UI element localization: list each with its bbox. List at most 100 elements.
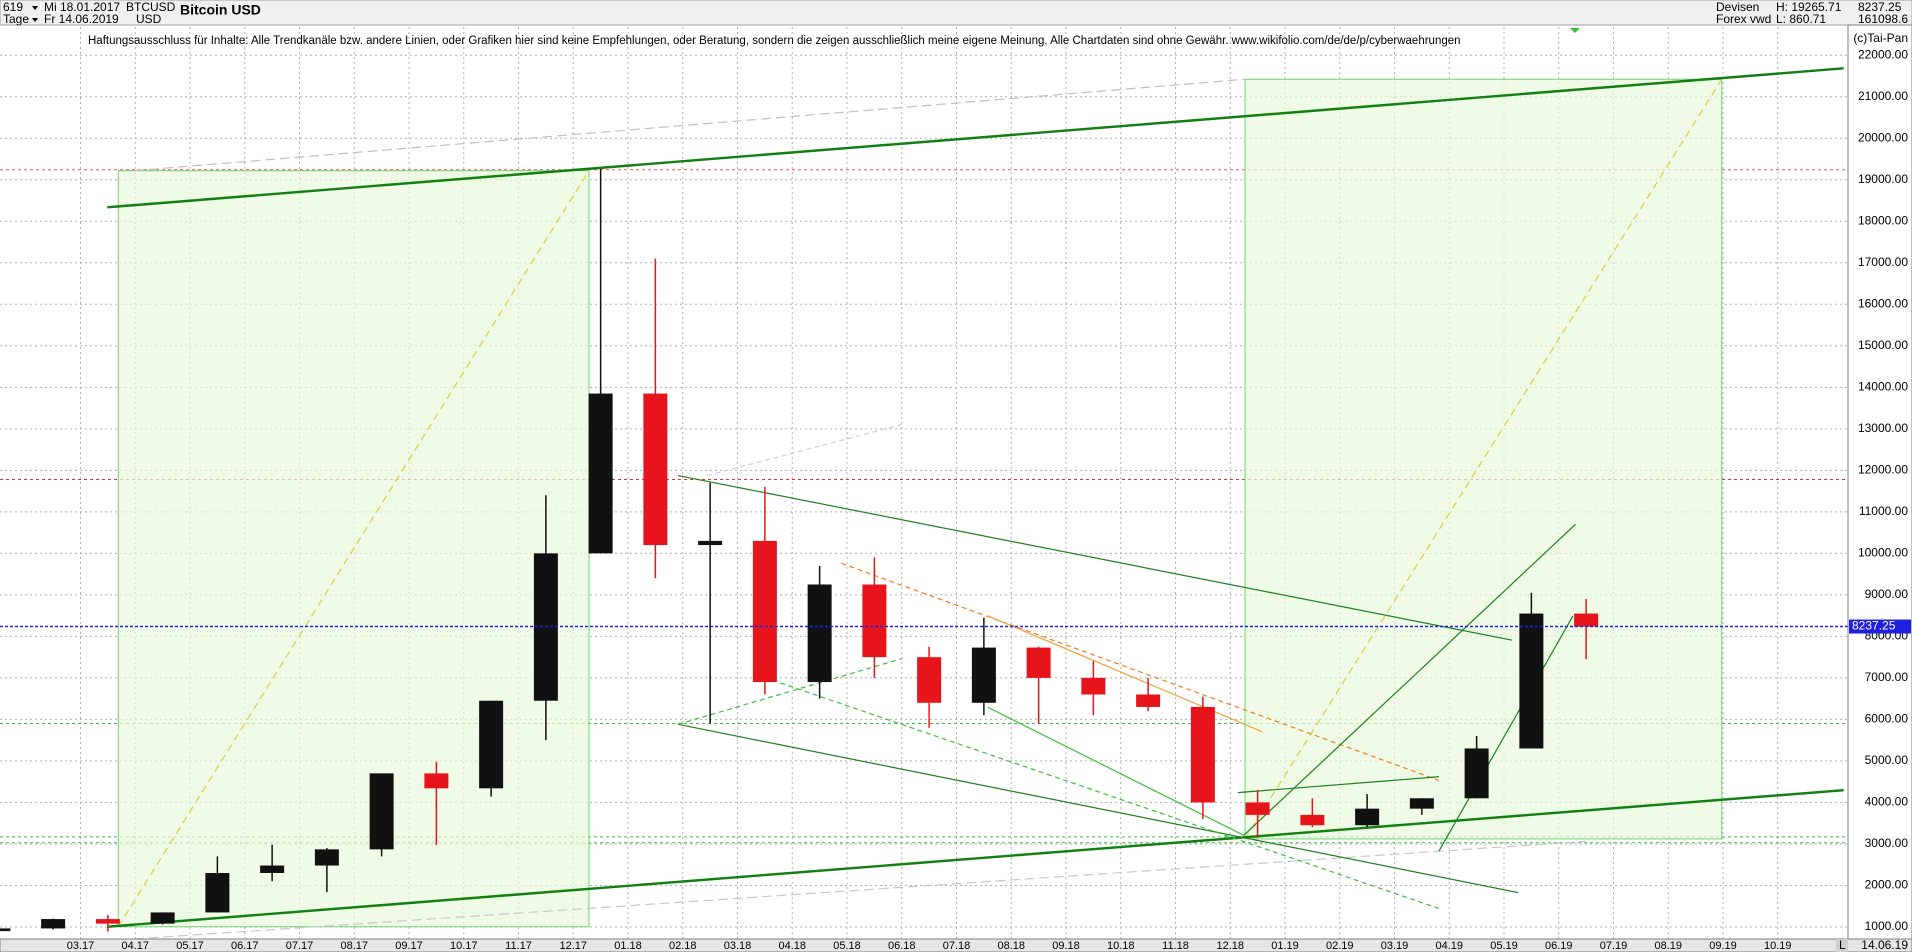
y-tick-label: 12000.00	[1858, 463, 1908, 477]
x-axis-bar	[0, 938, 1912, 952]
candle-body	[1026, 647, 1051, 678]
candles	[0, 168, 1848, 932]
candle-body	[150, 912, 175, 924]
candle-body	[862, 584, 887, 658]
x-tick-label: 05.18	[833, 940, 861, 952]
candle-body	[1355, 808, 1380, 826]
candle-body	[971, 647, 996, 703]
y-tick-label: 15000.00	[1858, 338, 1908, 352]
disclaimer: Haftungsausschluss für Inhalte: Alle Tre…	[88, 35, 1461, 47]
candle-body	[479, 700, 504, 789]
candle-body	[807, 584, 832, 683]
header-period: Tage	[3, 12, 29, 26]
x-tick-label: 10.19	[1764, 940, 1792, 952]
y-tick-label: 2000.00	[1865, 878, 1909, 892]
last-price-label: 8237.25	[1852, 619, 1896, 633]
diagonal	[134, 840, 1586, 940]
x-tick-label: 03.17	[67, 940, 95, 952]
y-tick-label: 17000.00	[1858, 255, 1908, 269]
candle-body	[205, 872, 230, 913]
trend-line	[987, 706, 1245, 836]
header-currency: USD	[136, 12, 162, 26]
dropdown-arrow[interactable]	[32, 18, 38, 22]
candle-body	[314, 849, 339, 866]
y-tick-label: 16000.00	[1858, 296, 1908, 310]
trend-line	[1237, 776, 1439, 794]
trend-line	[107, 67, 1844, 209]
candle-body	[95, 919, 120, 924]
y-tick-label: 20000.00	[1858, 130, 1908, 144]
trend-line	[107, 788, 1844, 928]
x-tick-label: 08.17	[340, 940, 368, 952]
header-bar	[0, 0, 1912, 26]
x-tick-label: 01.19	[1271, 940, 1299, 952]
x-tick-label: 05.19	[1490, 940, 1518, 952]
candle-body	[752, 540, 777, 683]
diagonal	[134, 78, 1246, 172]
header-extra: 161098.6	[1858, 12, 1908, 26]
x-tick-label: 05.17	[176, 940, 204, 952]
chart-title: Bitcoin USD	[180, 2, 261, 18]
y-tick-label: 6000.00	[1865, 712, 1909, 726]
y-tick-label: 4000.00	[1865, 795, 1909, 809]
marker	[1570, 28, 1580, 33]
scroll-box[interactable]	[1836, 939, 1848, 952]
x-tick-label: 07.19	[1600, 940, 1628, 952]
trend-line	[1438, 615, 1574, 852]
candle-body	[369, 773, 394, 850]
header-date-from: Mi 18.01.2017	[44, 0, 120, 14]
x-tick-label: 11.18	[1162, 940, 1189, 952]
diagonal	[1244, 78, 1723, 840]
diagonal	[117, 170, 590, 928]
trend-drawings	[107, 67, 1844, 940]
candle-body	[1300, 814, 1325, 826]
x-tick-label: 02.18	[669, 940, 697, 952]
x-tick-label: 04.18	[778, 940, 806, 952]
y-tick-label: 5000.00	[1865, 753, 1909, 767]
candle-body	[1081, 677, 1106, 695]
x-tick-label: 09.18	[1052, 940, 1080, 952]
x-tick-label: 09.17	[395, 940, 423, 952]
candle-body	[1190, 706, 1215, 803]
x-tick-label: 01.18	[614, 940, 642, 952]
trend-line	[677, 723, 1519, 894]
x-tick-label: 06.18	[888, 940, 916, 952]
x-tick-label: 10.18	[1107, 940, 1135, 952]
trend-line	[677, 657, 903, 725]
header-last: 8237.25	[1858, 0, 1902, 14]
footer-date: 14.06.19	[1861, 938, 1908, 952]
y-tick-label: 19000.00	[1858, 172, 1908, 186]
candle-body	[1409, 798, 1434, 809]
copyright: (c)Tai-Pan	[1853, 31, 1908, 45]
candle-body	[0, 928, 11, 932]
candle-body	[260, 865, 285, 873]
x-tick-label: 12.17	[559, 940, 587, 952]
x-tick-label: 08.19	[1654, 940, 1682, 952]
x-tick-label: 08.18	[997, 940, 1025, 952]
dropdown-arrow[interactable]	[32, 6, 38, 10]
x-tick-label: 03.19	[1381, 940, 1409, 952]
header-low: L: 860.71	[1776, 12, 1826, 26]
trend-line	[841, 562, 1440, 781]
header-market: Devisen	[1716, 0, 1759, 14]
candle-body	[588, 393, 613, 554]
header-date-to: Fr 14.06.2019	[44, 12, 119, 26]
x-tick-label: 06.17	[231, 940, 259, 952]
x-tick-label: 04.19	[1435, 940, 1463, 952]
y-tick-label: 13000.00	[1858, 421, 1908, 435]
x-tick-label: 07.18	[943, 940, 971, 952]
trend-line	[677, 474, 1513, 641]
y-tick-label: 3000.00	[1865, 836, 1909, 850]
y-tick-label: 7000.00	[1865, 670, 1909, 684]
y-axis-panel	[1847, 24, 1912, 940]
x-tick-label: 07.17	[286, 940, 314, 952]
y-tick-label: 22000.00	[1858, 47, 1908, 61]
candle-body	[41, 919, 66, 929]
trend-line	[987, 615, 1263, 733]
candle-body	[1519, 613, 1544, 749]
header-symbol: BTCUSD	[126, 0, 176, 14]
x-tick-label: 03.18	[724, 940, 752, 952]
header-source: Forex vwd	[1716, 12, 1771, 26]
x-tick-label: 12.18	[1216, 940, 1244, 952]
